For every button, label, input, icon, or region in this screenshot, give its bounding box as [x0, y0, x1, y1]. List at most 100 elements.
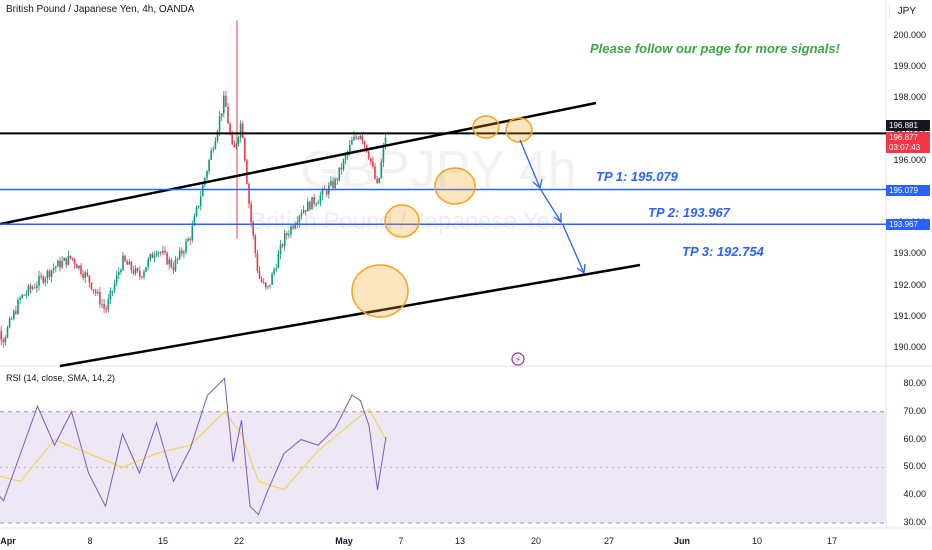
candle-body — [229, 123, 231, 134]
candle-body — [103, 304, 105, 309]
candle-body — [132, 270, 135, 274]
candle-body — [170, 259, 173, 267]
rsi-title[interactable]: RSI (14, close, SMA, 14, 2) — [6, 373, 116, 383]
arrow-head — [553, 213, 562, 224]
candle-body — [302, 209, 305, 214]
candle-body — [73, 259, 76, 265]
rsi-tick-label: 50.00 — [903, 461, 926, 472]
symbol-title[interactable]: British Pound / Japanese Yen, 4h, OANDA — [6, 4, 195, 15]
highlight-circle — [434, 167, 476, 205]
candle-body — [256, 253, 259, 271]
candle-body — [2, 339, 5, 343]
candle-body — [193, 215, 196, 226]
arrow-head — [576, 263, 586, 275]
candle-body — [17, 299, 19, 314]
candle-body — [78, 265, 80, 269]
candle-body — [330, 181, 332, 186]
candle-body — [376, 178, 378, 183]
candle-body — [111, 290, 114, 292]
candle-body — [42, 276, 44, 283]
candle-body — [168, 259, 170, 265]
candle-body — [319, 195, 322, 203]
candle-body — [59, 260, 61, 268]
candle-body — [178, 250, 181, 259]
candle-body — [294, 224, 296, 229]
candle-body — [128, 261, 131, 265]
candle-body — [290, 226, 292, 235]
candle-body — [94, 290, 97, 294]
candle-body — [120, 270, 122, 273]
candle-body — [52, 268, 55, 271]
watermark-ticker: GBPJPY 4h — [300, 141, 577, 199]
candle-body — [34, 287, 36, 289]
candle-body — [4, 337, 7, 343]
candle-body — [115, 274, 118, 284]
candle-body — [252, 222, 254, 236]
candle-body — [174, 260, 177, 271]
candle-body — [353, 136, 355, 141]
candle-body — [235, 143, 238, 148]
candle-body — [206, 171, 208, 178]
candle-body — [309, 201, 311, 210]
candle-body — [147, 259, 149, 268]
channel-upper-trendline[interactable] — [0, 101, 597, 226]
candle-body — [241, 123, 244, 138]
candle-body — [107, 299, 110, 310]
candle-body — [141, 276, 143, 278]
candle-body — [262, 281, 265, 283]
highlight-circle — [505, 117, 533, 143]
candle-body — [355, 136, 357, 138]
candle-body — [15, 311, 17, 314]
candle-body — [332, 181, 334, 189]
candle-body — [124, 255, 126, 262]
candle-body — [166, 252, 168, 265]
candle-body — [233, 144, 236, 148]
candle-body — [244, 137, 246, 161]
candle-body — [80, 265, 82, 274]
time-tick-label: 13 — [454, 536, 466, 546]
candle-body — [382, 146, 385, 163]
candle-body — [304, 209, 307, 212]
time-tick-label: 20 — [530, 536, 542, 546]
candle-body — [157, 252, 160, 254]
candle-body — [136, 268, 139, 271]
high-line-price-tag: 196.881 — [886, 120, 930, 132]
candle-body — [76, 264, 78, 269]
currency-selector[interactable]: JPY — [888, 5, 924, 18]
candle-body — [6, 327, 9, 338]
price-tick-label: 199.000 — [893, 61, 926, 72]
candle-body — [248, 183, 250, 204]
candle-body — [367, 151, 370, 159]
candle-body — [134, 268, 137, 274]
candle-body — [279, 244, 282, 255]
arrow-segment — [562, 224, 585, 274]
candle-body — [31, 287, 34, 289]
candle-body — [71, 258, 74, 260]
candle-body — [208, 159, 210, 172]
arrow-segment — [519, 139, 541, 189]
event-marker-icon[interactable] — [511, 352, 525, 366]
rsi-ma-line — [0, 408, 387, 491]
candle-body — [210, 150, 212, 160]
candle-body — [48, 270, 51, 277]
candle-body — [149, 254, 152, 260]
candle-body — [313, 197, 315, 205]
price-tick-label: 192.000 — [893, 279, 926, 290]
highlight-circles — [351, 115, 533, 318]
candle-body — [273, 269, 275, 274]
candle-body — [227, 106, 229, 124]
candle-body — [384, 137, 387, 147]
candle-body — [317, 202, 320, 204]
candle-body — [122, 255, 124, 271]
candle-body — [231, 133, 233, 145]
channel-lower-trendline[interactable] — [59, 263, 641, 368]
candle-body — [57, 260, 59, 267]
candle-body — [216, 131, 219, 141]
time-tick-label: 10 — [751, 536, 763, 546]
candle-body — [258, 270, 261, 279]
candle-body — [69, 255, 72, 259]
candle-body — [155, 253, 158, 256]
candle-body — [143, 271, 145, 277]
candle-body — [105, 308, 107, 310]
